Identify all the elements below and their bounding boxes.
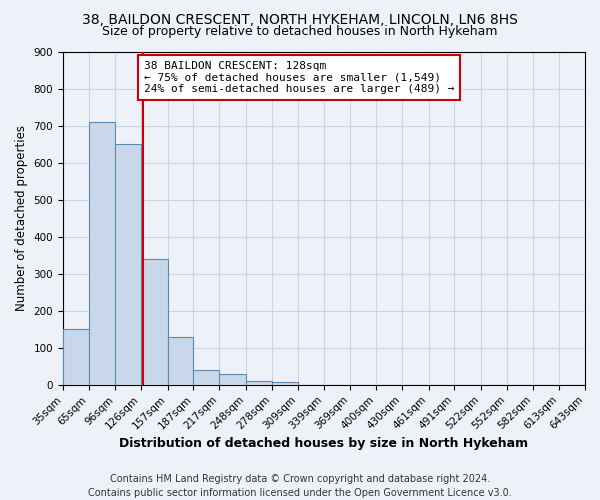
Text: Contains HM Land Registry data © Crown copyright and database right 2024.
Contai: Contains HM Land Registry data © Crown c… — [88, 474, 512, 498]
Bar — [167, 336, 193, 385]
Text: 38 BAILDON CRESCENT: 128sqm
← 75% of detached houses are smaller (1,549)
24% of : 38 BAILDON CRESCENT: 128sqm ← 75% of det… — [143, 61, 454, 94]
Bar — [193, 370, 219, 385]
Text: 38, BAILDON CRESCENT, NORTH HYKEHAM, LINCOLN, LN6 8HS: 38, BAILDON CRESCENT, NORTH HYKEHAM, LIN… — [82, 12, 518, 26]
Text: Size of property relative to detached houses in North Hykeham: Size of property relative to detached ho… — [102, 25, 498, 38]
Bar — [141, 259, 167, 385]
Bar — [219, 374, 246, 385]
Bar — [89, 122, 115, 385]
Bar — [115, 144, 141, 385]
Bar — [246, 381, 272, 385]
Bar — [63, 330, 89, 385]
X-axis label: Distribution of detached houses by size in North Hykeham: Distribution of detached houses by size … — [119, 437, 529, 450]
Bar — [272, 382, 298, 385]
Y-axis label: Number of detached properties: Number of detached properties — [15, 125, 28, 311]
